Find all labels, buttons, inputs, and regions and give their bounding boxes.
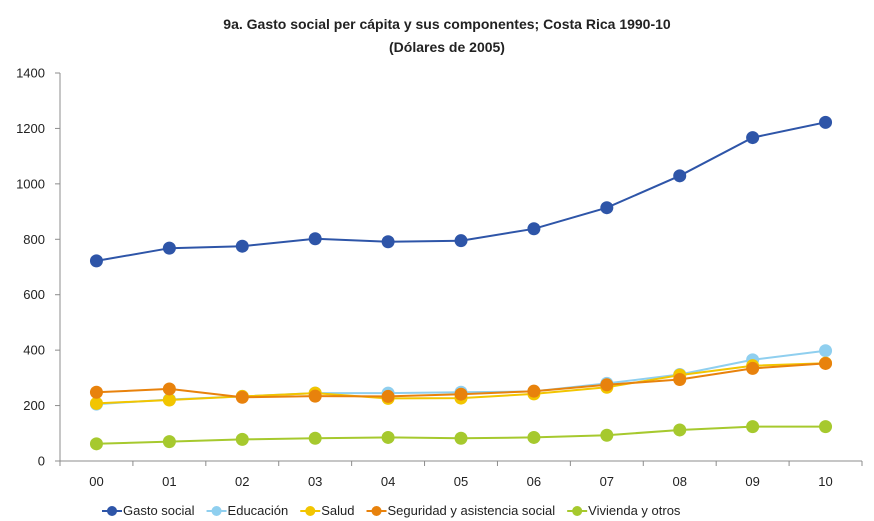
data-point <box>600 201 614 215</box>
legend-marker <box>305 506 316 516</box>
legend-label: Seguridad y asistencia social <box>388 503 556 518</box>
series-vivienda-y-otros <box>89 420 833 451</box>
data-point <box>89 396 103 410</box>
y-tick-label: 800 <box>23 232 45 247</box>
x-tick-label: 05 <box>454 474 468 489</box>
data-point <box>235 390 249 404</box>
y-tick-label: 1000 <box>16 176 45 191</box>
data-point <box>89 385 103 399</box>
series-gasto-social <box>89 115 833 268</box>
legend-marker <box>572 506 583 516</box>
y-tick-label: 1400 <box>16 66 45 81</box>
data-point <box>89 254 103 268</box>
legend-label: Salud <box>321 503 354 518</box>
data-point <box>308 431 322 445</box>
data-point <box>454 387 468 401</box>
data-point <box>162 241 176 255</box>
data-point <box>819 344 833 358</box>
x-tick-label: 08 <box>672 474 686 489</box>
x-tick-label: 10 <box>818 474 832 489</box>
data-point <box>600 378 614 392</box>
legend-label: Gasto social <box>123 503 195 518</box>
chart-subtitle: (Dólares de 2005) <box>389 39 505 55</box>
data-point <box>527 430 541 444</box>
legend-marker <box>371 506 382 516</box>
x-tick-label: 02 <box>235 474 249 489</box>
data-point <box>162 382 176 396</box>
data-point <box>235 239 249 253</box>
data-point <box>527 222 541 236</box>
data-point <box>454 431 468 445</box>
legend-item: Seguridad y asistencia social <box>366 503 556 518</box>
data-point <box>162 435 176 449</box>
x-tick-label: 01 <box>162 474 176 489</box>
y-tick-label: 400 <box>23 343 45 358</box>
series-layer <box>89 115 833 451</box>
data-point <box>527 384 541 398</box>
axes: 0 200 400 600 800 1000 1200 1400 00 01 02 03 04 05 06 0… <box>16 66 863 489</box>
legend-item: Salud <box>300 503 355 518</box>
data-point <box>235 432 249 446</box>
data-point <box>746 420 760 434</box>
legend-label: Educación <box>228 503 289 518</box>
data-point <box>673 169 687 183</box>
data-point <box>746 361 760 375</box>
legend-marker <box>107 506 117 516</box>
data-point <box>308 232 322 246</box>
legend-item: Educación <box>206 503 289 518</box>
data-point <box>381 235 395 249</box>
legend-item: Vivienda y otros <box>567 503 681 518</box>
legend-label: Vivienda y otros <box>588 503 681 518</box>
data-point <box>308 389 322 403</box>
y-tick-label: 200 <box>23 398 45 413</box>
x-tick-label: 09 <box>745 474 759 489</box>
data-point <box>819 420 833 434</box>
data-point <box>381 389 395 403</box>
data-point <box>819 115 833 129</box>
y-tick-label: 0 <box>38 454 45 469</box>
x-tick-label: 07 <box>600 474 614 489</box>
x-tick-label: 00 <box>89 474 103 489</box>
legend: Gasto social Educación Salud Seguridad y as… <box>102 503 681 518</box>
y-tick-label: 1200 <box>16 121 45 136</box>
x-tick-label: 06 <box>527 474 541 489</box>
data-point <box>746 131 760 145</box>
data-point <box>162 393 176 407</box>
data-point <box>89 437 103 451</box>
legend-item: Gasto social <box>102 503 195 518</box>
data-point <box>454 234 468 248</box>
x-tick-label: 04 <box>381 474 395 489</box>
data-point <box>381 430 395 444</box>
data-point <box>819 356 833 370</box>
series-salud <box>89 356 833 410</box>
data-point <box>600 428 614 442</box>
data-point <box>673 373 687 387</box>
y-tick-label: 600 <box>23 287 45 302</box>
series-seguridad-y-asistencia-social <box>89 356 833 404</box>
chart-title: 9a. Gasto social per cápita y sus compon… <box>223 16 671 32</box>
x-tick-label: 03 <box>308 474 322 489</box>
legend-marker <box>211 506 222 516</box>
data-point <box>673 423 687 437</box>
